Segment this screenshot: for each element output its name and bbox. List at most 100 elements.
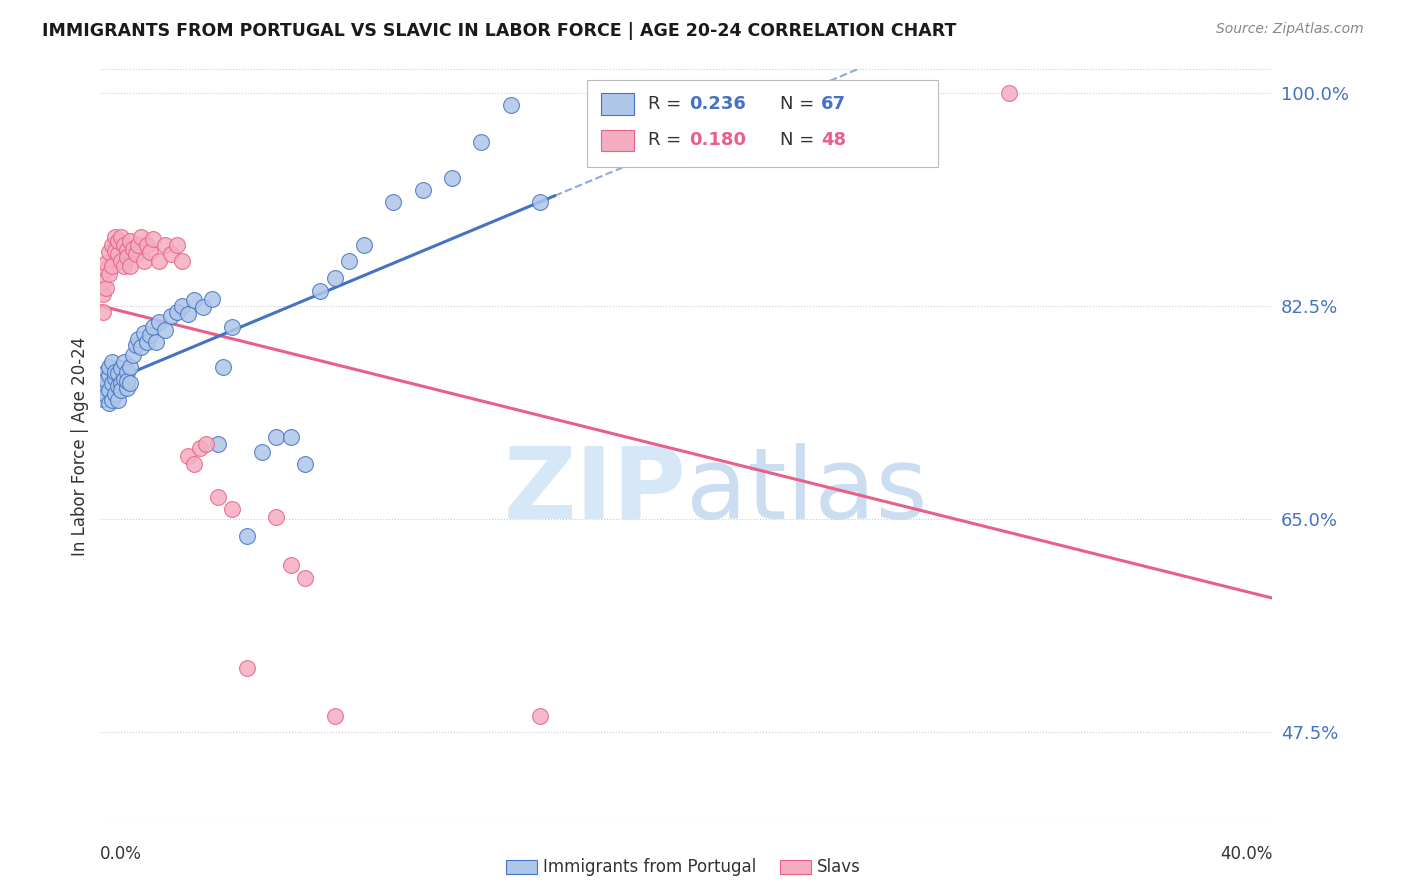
Point: [136, 335, 159, 350]
Point: [115, 380, 138, 394]
Point: [191, 300, 214, 314]
Text: Immigrants from Portugal: Immigrants from Portugal: [543, 858, 756, 876]
Point: [107, 246, 129, 260]
Point: [250, 445, 273, 459]
Point: [96, 365, 118, 379]
Point: [236, 529, 259, 543]
Point: [412, 183, 434, 197]
Point: [166, 305, 188, 319]
Text: 48: 48: [821, 131, 846, 149]
Point: [201, 292, 224, 306]
Text: N =: N =: [780, 95, 820, 113]
Point: [353, 238, 375, 252]
Point: [101, 355, 124, 369]
Point: [470, 135, 492, 149]
Text: 0.236: 0.236: [689, 95, 745, 113]
Text: Slavs: Slavs: [817, 858, 860, 876]
Point: [339, 254, 361, 268]
Point: [96, 262, 118, 277]
Point: [124, 338, 146, 352]
Point: [177, 308, 200, 322]
Point: [112, 372, 135, 386]
Point: [107, 392, 129, 407]
Point: [153, 238, 176, 252]
Point: [110, 229, 132, 244]
FancyBboxPatch shape: [600, 94, 634, 114]
Text: 0.0%: 0.0%: [100, 846, 142, 863]
Point: [134, 254, 156, 268]
Point: [142, 232, 165, 246]
Point: [91, 384, 114, 399]
Point: [207, 490, 229, 504]
Point: [107, 235, 129, 249]
Point: [212, 359, 235, 374]
Point: [294, 570, 316, 584]
Point: [529, 195, 551, 210]
Point: [104, 386, 127, 401]
Point: [153, 323, 176, 337]
Bar: [780, 860, 811, 874]
Point: [145, 335, 167, 350]
Point: [124, 246, 146, 260]
Point: [136, 238, 159, 252]
Point: [529, 709, 551, 723]
Point: [104, 244, 127, 259]
Bar: [506, 860, 537, 874]
Point: [118, 259, 141, 273]
Point: [139, 245, 162, 260]
Point: [499, 98, 522, 112]
Point: [115, 243, 138, 257]
Point: [159, 309, 181, 323]
Text: IMMIGRANTS FROM PORTUGAL VS SLAVIC IN LABOR FORCE | AGE 20-24 CORRELATION CHART: IMMIGRANTS FROM PORTUGAL VS SLAVIC IN LA…: [42, 22, 956, 40]
Point: [148, 254, 170, 268]
Point: [221, 319, 243, 334]
Point: [96, 388, 118, 402]
Point: [96, 380, 118, 394]
Point: [115, 365, 138, 379]
Text: 67: 67: [821, 95, 846, 113]
Point: [183, 293, 205, 307]
Text: ZIP: ZIP: [503, 442, 686, 540]
Point: [98, 383, 121, 397]
Point: [107, 366, 129, 380]
Point: [188, 442, 211, 456]
Text: atlas: atlas: [686, 442, 928, 540]
Point: [110, 254, 132, 268]
Point: [101, 376, 124, 390]
Point: [166, 238, 188, 252]
Point: [118, 235, 141, 249]
Point: [91, 305, 114, 319]
FancyBboxPatch shape: [586, 80, 938, 167]
Point: [172, 299, 194, 313]
Point: [104, 229, 127, 244]
Point: [183, 457, 205, 471]
Point: [107, 379, 129, 393]
Point: [997, 86, 1019, 100]
Point: [112, 238, 135, 252]
Text: 0.180: 0.180: [689, 131, 745, 149]
Point: [118, 376, 141, 390]
Point: [110, 376, 132, 390]
Point: [112, 259, 135, 273]
Point: [264, 430, 287, 444]
Point: [98, 368, 121, 383]
Point: [127, 332, 149, 346]
FancyBboxPatch shape: [600, 129, 634, 151]
Point: [323, 709, 346, 723]
Point: [294, 457, 316, 471]
Point: [96, 281, 118, 295]
Point: [98, 268, 121, 282]
Point: [98, 396, 121, 410]
Point: [101, 238, 124, 252]
Point: [91, 275, 114, 289]
Y-axis label: In Labor Force | Age 20-24: In Labor Force | Age 20-24: [72, 336, 89, 556]
Point: [101, 259, 124, 273]
Point: [121, 348, 143, 362]
Point: [440, 171, 463, 186]
Point: [207, 436, 229, 450]
Point: [101, 392, 124, 407]
Point: [382, 195, 405, 210]
Text: R =: R =: [648, 95, 686, 113]
Point: [96, 373, 118, 387]
Point: [323, 271, 346, 285]
